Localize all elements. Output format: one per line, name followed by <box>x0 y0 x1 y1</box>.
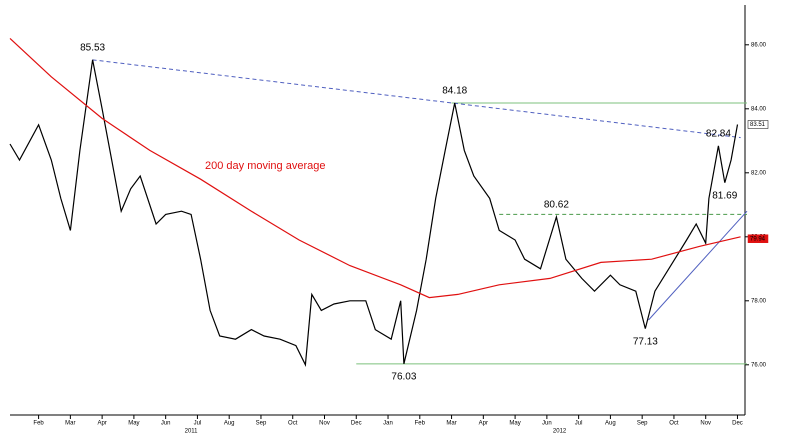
last-label-box <box>747 120 769 129</box>
y-tick-label: 78.00 <box>751 298 767 304</box>
last-label-box <box>747 234 769 243</box>
x-tick-label: May <box>128 421 139 427</box>
x-tick-label: Nov <box>319 421 330 427</box>
annotation: 77.13 <box>633 336 658 347</box>
x-tick-label: Dec <box>732 421 743 427</box>
x-tick-label: Jan <box>383 421 393 427</box>
x-tick-label: Dec <box>351 421 362 427</box>
x-tick-label: Jun <box>542 421 552 427</box>
x-tick-label: Nov <box>700 421 711 427</box>
series-line <box>9 59 739 367</box>
x-tick-label: Mar <box>65 421 75 427</box>
annotation: 80.62 <box>544 200 569 211</box>
year-label: 2012 <box>553 429 567 435</box>
y-tick-label: 76.00 <box>751 362 767 368</box>
x-tick-label: Feb <box>415 421 426 427</box>
x-tick-label: Aug <box>224 421 235 427</box>
annotation: 82.84 <box>706 129 731 140</box>
annotation: 84.18 <box>442 86 467 97</box>
annotation: 81.69 <box>712 190 737 201</box>
y-tick-label: 84.00 <box>751 106 767 112</box>
x-tick-label: Oct <box>288 421 298 427</box>
annotation: 85.53 <box>80 42 105 53</box>
x-tick-label: Oct <box>669 421 679 427</box>
x-tick-label: Apr <box>97 421 106 427</box>
x-tick-label: Jul <box>194 421 202 427</box>
x-tick-label: Mar <box>446 421 456 427</box>
y-tick-label: 82.00 <box>751 170 767 176</box>
annotation: 76.03 <box>391 371 416 382</box>
x-tick-label: Jun <box>161 421 171 427</box>
reference-line <box>92 59 741 139</box>
last-label: 83.51 <box>750 122 766 128</box>
x-tick-label: Aug <box>605 421 616 427</box>
x-tick-label: May <box>509 421 520 427</box>
x-tick-label: Sep <box>256 421 267 427</box>
series-label: 200 day moving average <box>205 160 325 172</box>
last-label: 79.94 <box>750 236 766 242</box>
reference-line <box>648 210 748 321</box>
x-tick-label: Feb <box>33 421 44 427</box>
x-tick-label: Sep <box>637 421 648 427</box>
y-tick-label: 86.00 <box>751 42 767 48</box>
series-line <box>9 37 741 299</box>
year-label: 2011 <box>185 429 199 435</box>
x-tick-label: Jul <box>575 421 583 427</box>
x-tick-label: Apr <box>479 421 488 427</box>
